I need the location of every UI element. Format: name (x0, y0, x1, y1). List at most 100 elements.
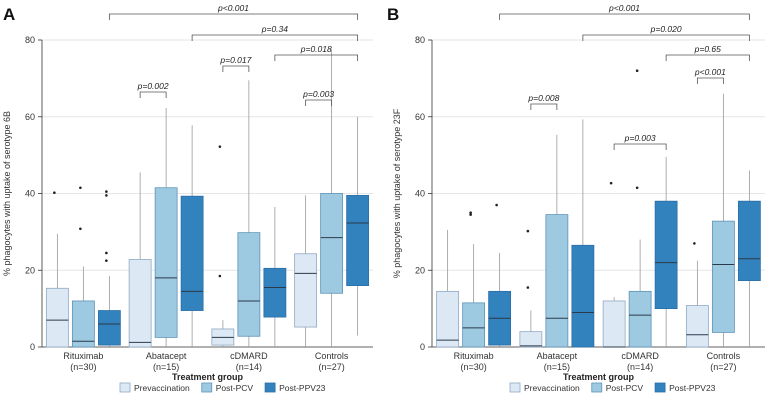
p-value-label: p=0.008 (527, 93, 559, 103)
y-tick-label: 0 (30, 342, 35, 352)
box-body (436, 290, 460, 348)
x-axis-label: Treatment group (563, 372, 635, 382)
p-value-label: p=0.003 (624, 133, 656, 143)
significance-bracket (191, 34, 359, 41)
p-value-label: p<0.001 (694, 67, 726, 77)
p-value-label: p<0.001 (217, 3, 249, 13)
box-body (263, 267, 287, 318)
y-tick-label: 80 (415, 35, 425, 45)
x-tick-label: Abatacept (146, 351, 187, 361)
y-tick-label: 60 (25, 112, 35, 122)
outlier-point (79, 186, 82, 190)
x-tick-n-label: (n=27) (318, 362, 344, 372)
legend-swatch (591, 382, 603, 393)
legend: Prevaccination Post-PCV Post-PPV23 (119, 382, 326, 393)
x-tick-n-label: (n=14) (236, 362, 262, 372)
box-body (519, 331, 543, 348)
panel-letter: B (387, 5, 399, 24)
box-body (180, 195, 204, 311)
y-axis-label: % phagocytes with uptake of serotype 6B (2, 111, 12, 276)
p-value-label: p=0.65 (694, 44, 722, 54)
legend: Prevaccination Post-PCV Post-PPV23 (509, 382, 716, 393)
outlier-point (469, 211, 472, 214)
box-body (462, 302, 486, 348)
legend-swatch (119, 382, 131, 393)
outlier-point (105, 251, 108, 255)
box-body (294, 253, 318, 328)
x-tick-n-label: (n=15) (153, 362, 179, 372)
significance-bracket (613, 143, 667, 150)
outlier-point (609, 181, 613, 185)
x-tick-label: cDMARD (230, 351, 268, 361)
legend-swatch (264, 382, 276, 393)
p-value-label: p=0.002 (137, 81, 169, 91)
outlier-point (105, 194, 108, 197)
legend-label: Post-PCV (216, 383, 254, 393)
p-value-label: p=0.003 (302, 89, 334, 99)
legend-swatch (201, 382, 213, 393)
significance-bracket (696, 77, 724, 84)
p-value-label: p=0.020 (650, 24, 682, 34)
box-body (128, 259, 152, 348)
outlier-point (105, 190, 108, 193)
p-value-label: p=0.018 (300, 44, 332, 54)
box-body (545, 214, 569, 348)
box-body (628, 290, 652, 348)
box-body (154, 187, 178, 338)
outlier-point (526, 286, 530, 289)
x-tick-n-label: (n=30) (460, 362, 486, 372)
legend-label: Post-PCV (606, 383, 644, 393)
outlier-point (635, 186, 639, 190)
panel-letter: A (3, 5, 15, 24)
p-value-label: p=0.34 (261, 24, 289, 34)
y-tick-label: 20 (415, 265, 425, 275)
x-tick-n-label: (n=30) (70, 362, 96, 372)
panel-a: A 0 20 40 60 80 % phagocytes with uptake of se… (2, 3, 373, 382)
legend-swatch (509, 382, 521, 393)
significance-bracket (108, 13, 359, 20)
y-tick-label: 40 (25, 189, 35, 199)
x-tick-label: Abatacept (537, 351, 578, 361)
x-tick-label: Controls (315, 351, 349, 361)
outlier-point (469, 213, 472, 216)
x-tick-label: cDMARD (621, 351, 659, 361)
x-tick-n-label: (n=27) (710, 362, 736, 372)
panel-b: B 0 20 40 60 80 % phagocytes with uptake of se… (387, 3, 765, 382)
outlier-point (79, 227, 82, 231)
box-body (346, 195, 370, 286)
y-tick-label: 0 (420, 342, 425, 352)
box-body (237, 232, 261, 337)
box-body (45, 287, 69, 348)
box-body (571, 244, 595, 348)
p-value-label: p=0.017 (219, 55, 251, 65)
legend-label: Post-PPV23 (669, 383, 716, 393)
x-axis-label: Treatment group (172, 372, 244, 382)
x-tick-label: Rituximab (454, 351, 494, 361)
p-value-label: p<0.001 (608, 3, 640, 13)
box-body (602, 300, 626, 348)
box-body (320, 193, 344, 294)
significance-bracket (499, 13, 750, 20)
outlier-point (693, 242, 696, 245)
box-body (685, 305, 709, 348)
legend-swatch (654, 382, 666, 393)
y-tick-label: 60 (415, 112, 425, 122)
outlier-point (53, 191, 56, 195)
y-axis-label: % phagocytes with uptake of serotype 23F (392, 108, 402, 278)
x-tick-label: Controls (707, 351, 741, 361)
box-body (97, 310, 121, 346)
y-tick-label: 80 (25, 35, 35, 45)
legend-label: Prevaccination (524, 383, 580, 393)
box-body (654, 200, 678, 310)
outlier-point (105, 259, 108, 262)
y-tick-label: 40 (415, 189, 425, 199)
significance-bracket (222, 65, 250, 72)
significance-bracket (582, 34, 750, 41)
legend-label: Post-PPV23 (279, 383, 326, 393)
legend-label: Prevaccination (134, 383, 190, 393)
significance-bracket (305, 99, 333, 106)
y-tick-label: 20 (25, 265, 35, 275)
significance-bracket (665, 54, 750, 61)
significance-bracket (530, 103, 558, 110)
